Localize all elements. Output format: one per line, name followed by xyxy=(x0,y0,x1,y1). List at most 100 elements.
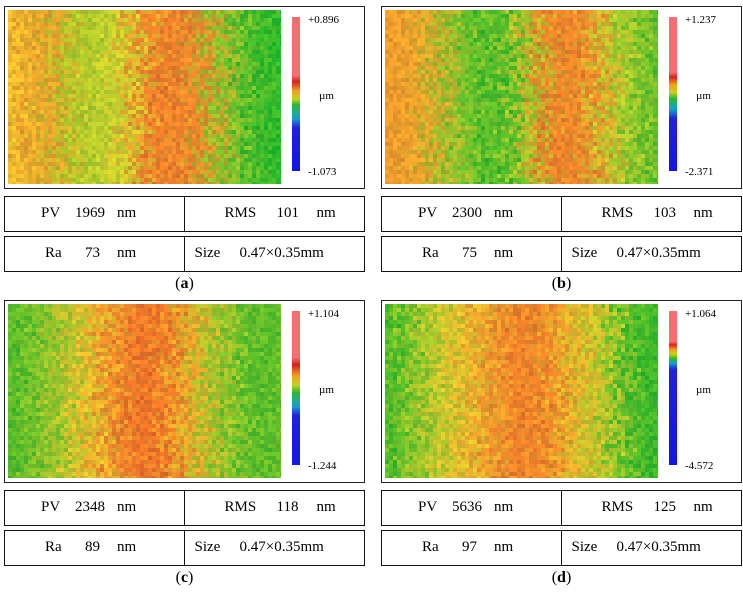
ra-unit: nm xyxy=(494,245,514,261)
caption-letter: d xyxy=(557,569,566,586)
rms-cell: RMS 125 nm xyxy=(562,491,742,525)
size-cell: Size 0.47×0.35mm xyxy=(185,237,365,271)
rms-label: RMS xyxy=(224,499,257,515)
ra-cell: Ra 89 nm xyxy=(5,531,185,565)
ra-value: 75 xyxy=(462,245,477,261)
pv-unit: nm xyxy=(494,499,514,515)
panel-caption: (d) xyxy=(381,569,742,587)
pv-value: 1969 xyxy=(75,205,105,221)
pv-label: PV xyxy=(418,205,438,221)
pv-cell: PV 1969 nm xyxy=(5,197,185,231)
pv-unit: nm xyxy=(117,205,137,221)
rms-cell: RMS 103 nm xyxy=(562,197,742,231)
pv-rms-row: PV 5636 nm RMS 125 nm xyxy=(381,490,742,526)
ra-unit: nm xyxy=(117,245,137,261)
scale-min-label: -4.572 xyxy=(685,460,714,472)
size-label: Size xyxy=(571,245,598,261)
rms-value: 125 xyxy=(653,499,677,515)
rms-label: RMS xyxy=(601,205,634,221)
caption-open: ( xyxy=(175,569,181,586)
pv-label: PV xyxy=(418,499,438,515)
scale-unit-label: µm xyxy=(319,90,334,102)
ra-label: Ra xyxy=(422,539,439,555)
rms-value: 101 xyxy=(276,205,300,221)
pv-rms-row: PV 2348 nm RMS 118 nm xyxy=(4,490,365,526)
pv-unit: nm xyxy=(494,205,514,221)
scale-max-label: +1.237 xyxy=(685,14,716,26)
scale-unit-label: µm xyxy=(696,384,711,396)
ra-value: 97 xyxy=(462,539,477,555)
pv-value: 5636 xyxy=(452,499,482,515)
size-value: 0.47×0.35mm xyxy=(616,539,701,555)
ra-cell: Ra 75 nm xyxy=(382,237,562,271)
pv-rms-row: PV 2300 nm RMS 103 nm xyxy=(381,196,742,232)
pv-label: PV xyxy=(41,205,61,221)
rms-value: 118 xyxy=(276,499,299,515)
color-scale-bar xyxy=(669,17,677,171)
size-label: Size xyxy=(194,539,221,555)
scale-max-label: +1.064 xyxy=(685,308,716,320)
pv-cell: PV 5636 nm xyxy=(382,491,562,525)
panel-caption: (c) xyxy=(4,569,365,587)
size-label: Size xyxy=(194,245,221,261)
caption-close: ) xyxy=(565,569,572,586)
caption-open: ( xyxy=(551,275,558,292)
figure-panel-d: +1.064 µm -4.572 PV 5636 nm RMS 125 nm R… xyxy=(381,300,743,587)
pv-unit: nm xyxy=(117,499,137,515)
figure-panel-b: +1.237 µm -2.371 PV 2300 nm RMS 103 nm R… xyxy=(381,6,743,293)
ra-value: 73 xyxy=(85,245,100,261)
rms-value: 103 xyxy=(653,205,677,221)
rms-cell: RMS 101 nm xyxy=(185,197,365,231)
rms-cell: RMS 118 nm xyxy=(185,491,365,525)
size-cell: Size 0.47×0.35mm xyxy=(562,237,742,271)
surface-map-svg xyxy=(385,10,658,184)
size-value: 0.47×0.35mm xyxy=(616,245,701,261)
surface-map-svg xyxy=(8,304,281,478)
ra-unit: nm xyxy=(117,539,137,555)
caption-close: ) xyxy=(188,569,194,586)
color-scale-bar xyxy=(669,311,677,465)
surface-map-frame: +0.896 µm -1.073 xyxy=(4,6,365,189)
ra-unit: nm xyxy=(494,539,514,555)
rms-label: RMS xyxy=(224,205,257,221)
caption-open: ( xyxy=(175,275,181,292)
color-scale-bar xyxy=(292,17,300,171)
surface-height-map xyxy=(8,304,281,478)
pv-cell: PV 2348 nm xyxy=(5,491,185,525)
rms-unit: nm xyxy=(693,205,713,221)
surface-map-frame: +1.237 µm -2.371 xyxy=(381,6,742,189)
rms-label: RMS xyxy=(601,499,634,515)
caption-letter: b xyxy=(557,275,566,292)
size-cell: Size 0.47×0.35mm xyxy=(562,531,742,565)
ra-value: 89 xyxy=(85,539,100,555)
caption-close: ) xyxy=(188,275,194,292)
ra-label: Ra xyxy=(422,245,439,261)
scale-min-label: -1.073 xyxy=(308,166,337,178)
figure-panel-a: +0.896 µm -1.073 PV 1969 nm RMS 101 nm R… xyxy=(4,6,367,293)
ra-size-row: Ra 97 nm Size 0.47×0.35mm xyxy=(381,530,742,566)
pv-label: PV xyxy=(41,499,61,515)
size-cell: Size 0.47×0.35mm xyxy=(185,531,365,565)
ra-label: Ra xyxy=(45,539,62,555)
ra-size-row: Ra 73 nm Size 0.47×0.35mm xyxy=(4,236,365,272)
size-value: 0.47×0.35mm xyxy=(239,539,324,555)
surface-height-map xyxy=(385,10,658,184)
ra-cell: Ra 97 nm xyxy=(382,531,562,565)
surface-map-svg xyxy=(385,304,658,478)
scale-min-label: -1.244 xyxy=(308,460,337,472)
scale-max-label: +0.896 xyxy=(308,14,339,26)
pv-cell: PV 2300 nm xyxy=(382,197,562,231)
size-label: Size xyxy=(571,539,598,555)
caption-letter: c xyxy=(180,569,189,586)
scale-unit-label: µm xyxy=(696,90,711,102)
size-value: 0.47×0.35mm xyxy=(239,245,324,261)
panel-caption: (b) xyxy=(381,275,742,293)
ra-label: Ra xyxy=(45,245,62,261)
scale-unit-label: µm xyxy=(319,384,334,396)
panel-caption: (a) xyxy=(4,275,365,293)
surface-height-map xyxy=(385,304,658,478)
pv-rms-row: PV 1969 nm RMS 101 nm xyxy=(4,196,365,232)
figure-panel-c: +1.104 µm -1.244 PV 2348 nm RMS 118 nm R… xyxy=(4,300,367,587)
pv-value: 2348 xyxy=(75,499,105,515)
ra-size-row: Ra 75 nm Size 0.47×0.35mm xyxy=(381,236,742,272)
